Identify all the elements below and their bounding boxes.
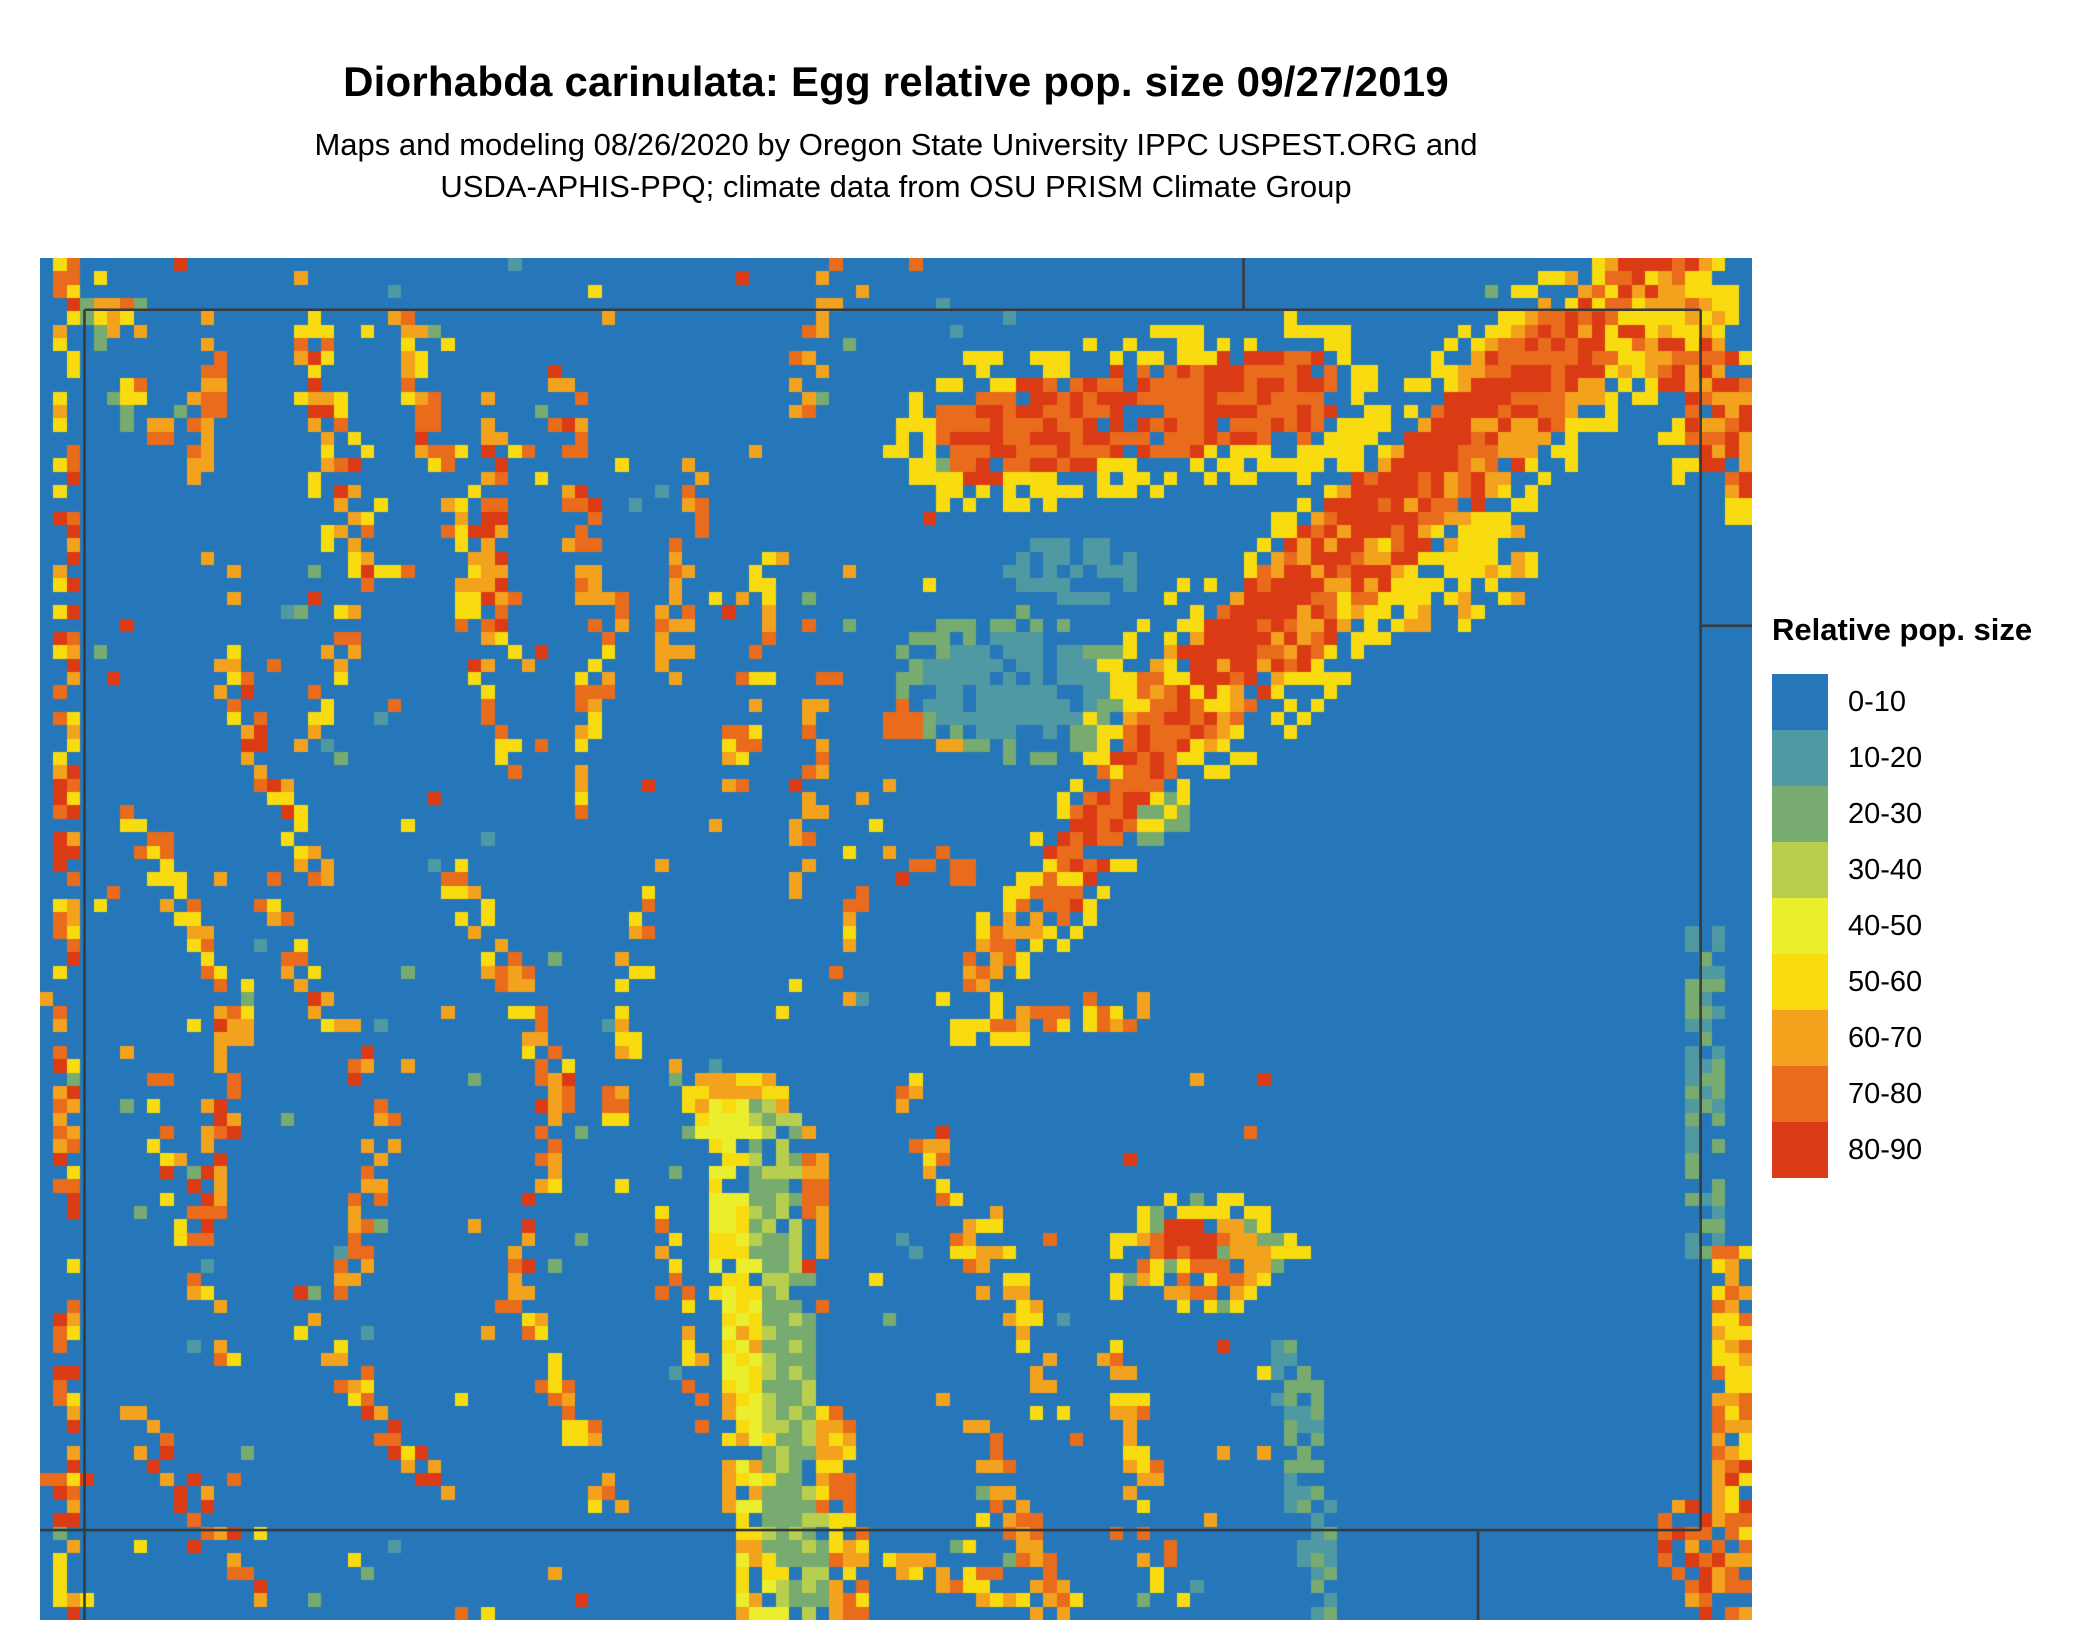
page-title: Diorhabda carinulata: Egg relative pop. … — [343, 58, 1449, 105]
legend-label: 40-50 — [1848, 909, 1923, 942]
legend-item: 30-40 — [1772, 842, 2032, 898]
legend-item: 50-60 — [1772, 954, 2032, 1010]
legend-item: 70-80 — [1772, 1066, 2032, 1122]
legend-swatch — [1772, 842, 1828, 898]
legend-swatch — [1772, 954, 1828, 1010]
legend-swatch — [1772, 1066, 1828, 1122]
legend-label: 20-30 — [1848, 797, 1923, 830]
legend-item: 40-50 — [1772, 898, 2032, 954]
legend-swatch — [1772, 898, 1828, 954]
legend-label: 10-20 — [1848, 741, 1923, 774]
legend-swatch — [1772, 786, 1828, 842]
legend-label: 30-40 — [1848, 853, 1923, 886]
legend-item: 0-10 — [1772, 674, 2032, 730]
legend-swatch — [1772, 674, 1828, 730]
subtitle-line-1: Maps and modeling 08/26/2020 by Oregon S… — [314, 127, 1478, 162]
population-raster — [40, 258, 1752, 1620]
legend-label: 50-60 — [1848, 965, 1923, 998]
legend-item: 60-70 — [1772, 1010, 2032, 1066]
legend-title: Relative pop. size — [1772, 612, 2033, 647]
legend-label: 60-70 — [1848, 1021, 1923, 1054]
subtitle-line-2: USDA-APHIS-PPQ; climate data from OSU PR… — [440, 168, 1352, 204]
legend-swatch — [1772, 1122, 1828, 1178]
legend-swatch — [1772, 730, 1828, 786]
legend: Relative pop. size 0-10 10-20 20-30 30-40 40… — [1772, 612, 2032, 1178]
legend-item: 10-20 — [1772, 730, 2032, 786]
legend-label: 80-90 — [1848, 1133, 1923, 1166]
map-area — [40, 258, 1752, 1620]
legend-label: 0-10 — [1848, 685, 1907, 718]
legend-swatch — [1772, 1010, 1828, 1066]
header: Diorhabda carinulata: Egg relative pop. … — [40, 0, 1752, 207]
legend-label: 70-80 — [1848, 1077, 1923, 1110]
state-borders — [40, 258, 1752, 1620]
legend-items: 0-10 10-20 20-30 30-40 40-50 50-60 60-70 70-80 8… — [1772, 674, 2032, 1178]
legend-item: 80-90 — [1772, 1122, 2032, 1178]
legend-item: 20-30 — [1772, 786, 2032, 842]
